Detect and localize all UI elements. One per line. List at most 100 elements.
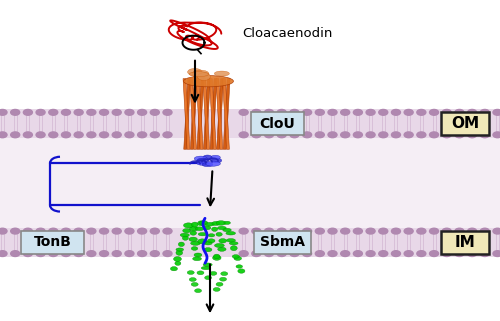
Ellipse shape — [189, 72, 208, 77]
Circle shape — [404, 251, 413, 256]
Circle shape — [379, 109, 388, 115]
Text: Cloacaenodin: Cloacaenodin — [242, 27, 333, 40]
Circle shape — [493, 109, 500, 115]
Circle shape — [302, 228, 312, 234]
Circle shape — [302, 109, 312, 115]
Polygon shape — [204, 79, 210, 149]
Ellipse shape — [190, 278, 196, 282]
Circle shape — [0, 228, 7, 234]
Circle shape — [264, 109, 274, 115]
Text: TonB: TonB — [34, 235, 72, 249]
Ellipse shape — [192, 247, 198, 250]
Circle shape — [493, 251, 500, 256]
Circle shape — [404, 132, 413, 138]
Circle shape — [366, 109, 375, 115]
Circle shape — [74, 251, 83, 256]
Circle shape — [24, 109, 32, 115]
Circle shape — [87, 228, 96, 234]
Circle shape — [125, 251, 134, 256]
Polygon shape — [203, 79, 209, 149]
Ellipse shape — [194, 253, 202, 257]
Circle shape — [49, 132, 58, 138]
Text: SbmA: SbmA — [260, 235, 305, 249]
Circle shape — [290, 228, 299, 234]
Circle shape — [442, 132, 451, 138]
Circle shape — [87, 109, 96, 115]
Circle shape — [430, 132, 438, 138]
Ellipse shape — [192, 70, 209, 78]
Ellipse shape — [175, 261, 181, 265]
Circle shape — [24, 228, 32, 234]
Circle shape — [417, 228, 426, 234]
Ellipse shape — [198, 239, 207, 244]
Ellipse shape — [213, 288, 220, 291]
Ellipse shape — [182, 236, 188, 240]
Circle shape — [264, 251, 274, 256]
Text: CloU: CloU — [260, 117, 296, 131]
Circle shape — [239, 132, 248, 138]
Circle shape — [150, 228, 160, 234]
Circle shape — [112, 251, 121, 256]
Ellipse shape — [194, 156, 207, 161]
Circle shape — [138, 109, 146, 115]
Ellipse shape — [232, 255, 239, 258]
Circle shape — [354, 251, 362, 256]
Circle shape — [36, 228, 45, 234]
Ellipse shape — [230, 246, 237, 251]
Ellipse shape — [234, 256, 241, 260]
Circle shape — [277, 132, 286, 138]
Circle shape — [316, 109, 324, 115]
Ellipse shape — [212, 221, 220, 225]
FancyBboxPatch shape — [21, 231, 84, 254]
Circle shape — [480, 228, 490, 234]
Circle shape — [264, 132, 274, 138]
Ellipse shape — [192, 257, 202, 261]
Circle shape — [366, 251, 375, 256]
Ellipse shape — [182, 229, 190, 233]
Circle shape — [138, 251, 146, 256]
Circle shape — [455, 132, 464, 138]
Circle shape — [340, 251, 349, 256]
Circle shape — [87, 132, 96, 138]
Circle shape — [163, 251, 172, 256]
Ellipse shape — [200, 221, 208, 226]
Circle shape — [290, 109, 299, 115]
Ellipse shape — [196, 161, 208, 165]
Circle shape — [379, 251, 388, 256]
Circle shape — [455, 109, 464, 115]
Ellipse shape — [236, 265, 242, 268]
Polygon shape — [210, 79, 217, 149]
Ellipse shape — [196, 227, 204, 230]
Polygon shape — [184, 79, 190, 149]
Ellipse shape — [206, 161, 220, 166]
Ellipse shape — [170, 267, 177, 271]
Ellipse shape — [210, 155, 220, 160]
Circle shape — [163, 109, 172, 115]
Circle shape — [290, 251, 299, 256]
Circle shape — [24, 132, 32, 138]
Circle shape — [125, 228, 134, 234]
Circle shape — [10, 251, 20, 256]
Circle shape — [150, 132, 160, 138]
Circle shape — [468, 109, 476, 115]
Ellipse shape — [216, 221, 226, 225]
Ellipse shape — [184, 75, 234, 87]
Ellipse shape — [203, 263, 212, 266]
Ellipse shape — [180, 233, 190, 237]
FancyBboxPatch shape — [442, 112, 489, 135]
Ellipse shape — [176, 248, 184, 251]
Circle shape — [36, 132, 45, 138]
Polygon shape — [197, 79, 204, 149]
Circle shape — [468, 251, 476, 256]
Ellipse shape — [198, 232, 207, 236]
Circle shape — [100, 228, 108, 234]
Circle shape — [125, 132, 134, 138]
Polygon shape — [210, 79, 216, 149]
Circle shape — [328, 228, 337, 234]
Ellipse shape — [211, 158, 222, 163]
Circle shape — [112, 132, 121, 138]
Ellipse shape — [210, 272, 217, 275]
Ellipse shape — [226, 239, 235, 242]
Circle shape — [392, 109, 400, 115]
Circle shape — [100, 251, 108, 256]
